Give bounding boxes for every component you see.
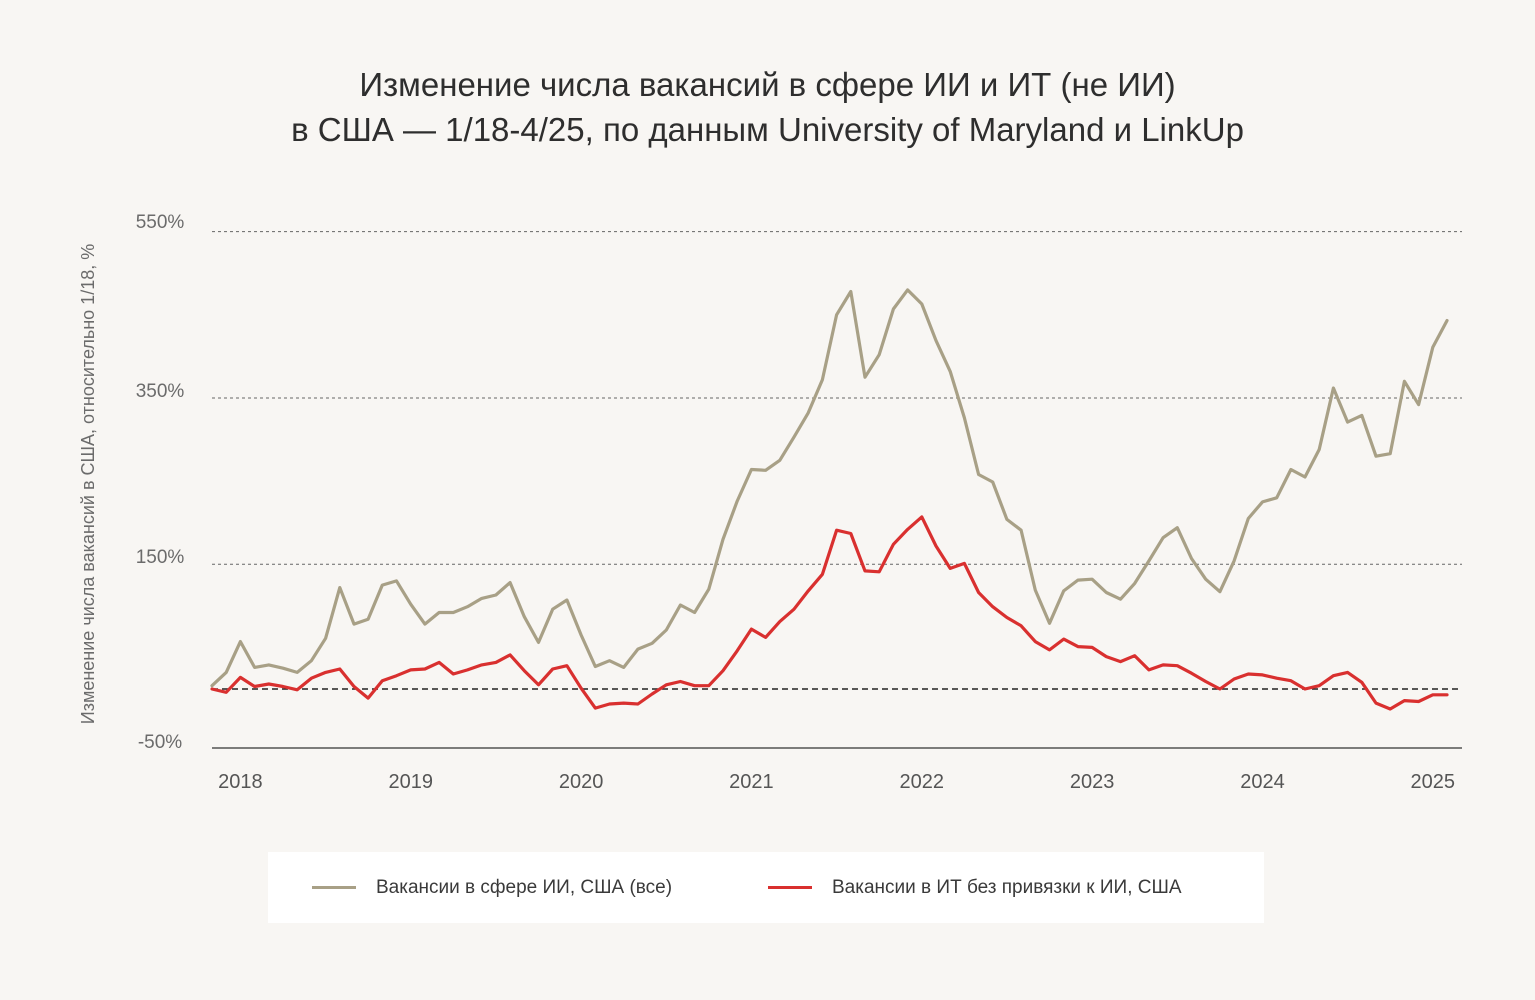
x-tick-label: 2019	[388, 771, 433, 793]
series-layer	[210, 288, 1449, 711]
x-tick-label: 2021	[729, 771, 774, 793]
chart-title: Изменение числа вакансий в сфере ИИ и ИТ…	[0, 62, 1535, 152]
chart-title-line-2: в США — 1/18-4/25, по данным University …	[291, 111, 1244, 148]
legend-label-ai: Вакансии в сфере ИИ, США (все)	[376, 876, 673, 898]
legend-item-it: Вакансии в ИТ без привязки к ИИ, США	[768, 852, 1182, 923]
x-tick-label: 2024	[1240, 771, 1285, 793]
x-tick-label: 2025	[1411, 771, 1456, 793]
x-tick-label: 2018	[218, 771, 263, 793]
y-axis-label: Изменение числа вакансий в США, относите…	[78, 244, 98, 724]
legend: Вакансии в сфере ИИ, США (все) Вакансии …	[268, 852, 1264, 923]
legend-item-ai: Вакансии в сфере ИИ, США (все)	[312, 852, 672, 923]
y-tick-labels: 550% 350% 150% -50%	[136, 212, 185, 753]
x-tick-label: 2022	[900, 771, 945, 793]
y-tick-label: 350%	[136, 381, 185, 402]
y-tick-label: 150%	[136, 547, 185, 568]
x-tick-label: 2023	[1070, 771, 1115, 793]
line-chart: 550% 350% 150% -50% 2018 2019 2020 2021 2022 202…	[78, 212, 1462, 793]
legend-swatch-it	[768, 886, 812, 889]
series-line-it	[210, 515, 1449, 711]
x-tick-labels: 2018 2019 2020 2021 2022 2023 2024 2025	[218, 771, 1455, 793]
legend-swatch-ai	[312, 886, 356, 889]
x-tick-label: 2020	[559, 771, 604, 793]
y-tick-label: 550%	[136, 212, 185, 233]
series-line-ai	[210, 288, 1449, 688]
grid-layer	[212, 231, 1462, 749]
chart-title-line-1: Изменение числа вакансий в сфере ИИ и ИТ…	[359, 66, 1176, 103]
y-tick-label: -50%	[138, 732, 182, 753]
legend-label-it: Вакансии в ИТ без привязки к ИИ, США	[832, 876, 1182, 898]
